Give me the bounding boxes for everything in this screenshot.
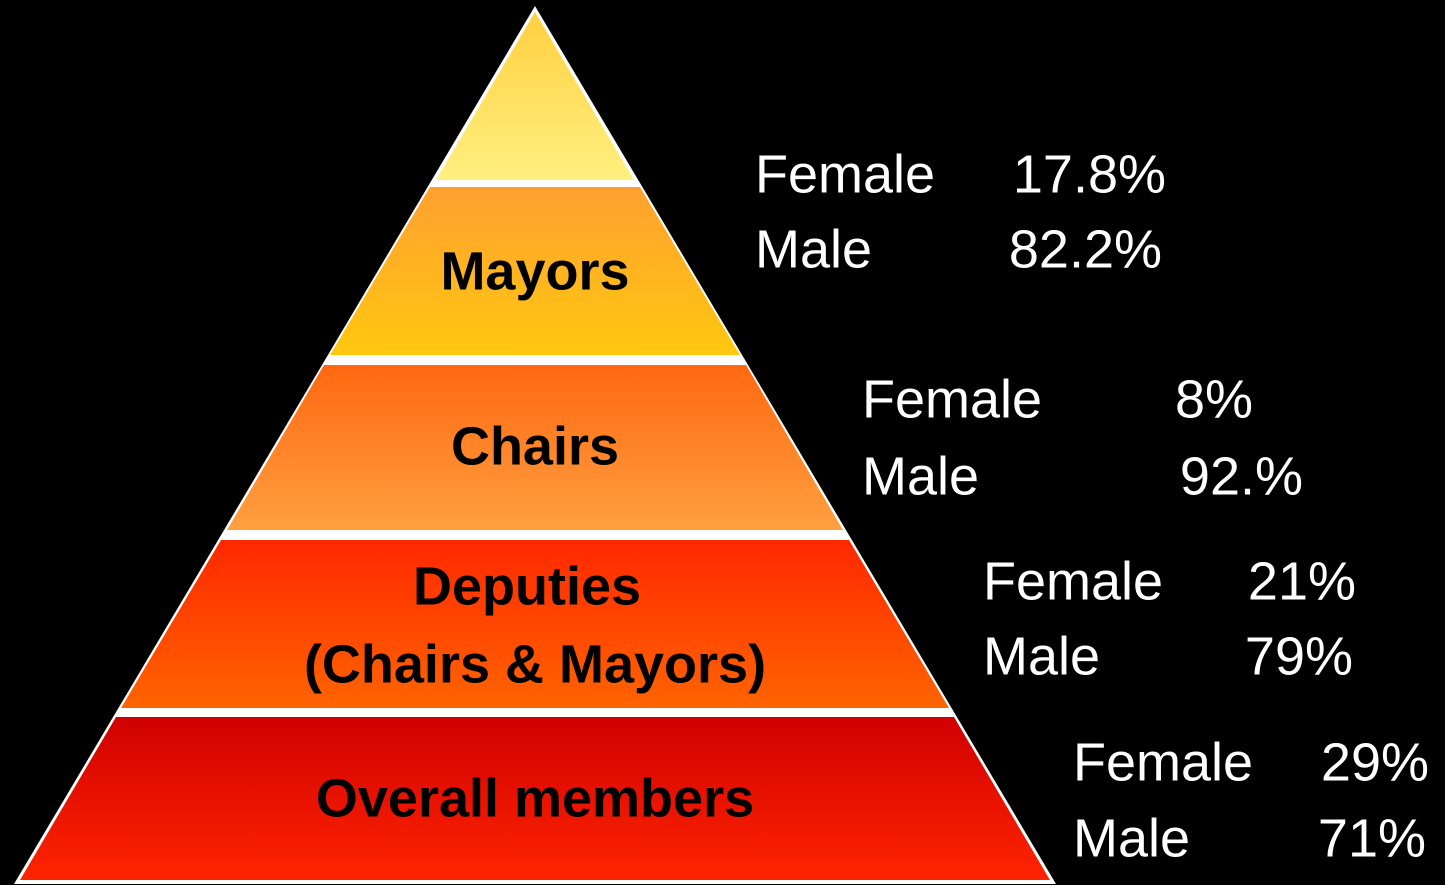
male-label: Male (755, 219, 872, 279)
male-value: 79% (1245, 626, 1353, 686)
pyramid-tier (227, 365, 843, 530)
female-value: 8% (1175, 369, 1253, 429)
male-value: 71% (1318, 808, 1426, 868)
tier-label: Deputies (413, 556, 641, 616)
tier-label: (Chairs & Mayors) (304, 634, 766, 694)
female-label: Female (862, 369, 1042, 429)
tier-label: Overall members (316, 768, 754, 828)
tier-label: Chairs (451, 416, 619, 476)
pyramid-tier (121, 540, 949, 708)
pyramid-top (436, 12, 634, 180)
pyramid-tier (330, 187, 740, 355)
male-label: Male (862, 446, 979, 506)
female-value: 29% (1321, 732, 1429, 792)
pyramid-tier (20, 717, 1050, 880)
male-value: 82.2% (1009, 219, 1162, 279)
female-label: Female (755, 144, 935, 204)
male-label: Male (983, 626, 1100, 686)
female-label: Female (1073, 732, 1253, 792)
female-label: Female (983, 551, 1163, 611)
tier-label: Mayors (440, 241, 629, 301)
female-value: 17.8% (1013, 144, 1166, 204)
female-value: 21% (1248, 551, 1356, 611)
male-label: Male (1073, 808, 1190, 868)
male-value: 92.% (1180, 446, 1303, 506)
